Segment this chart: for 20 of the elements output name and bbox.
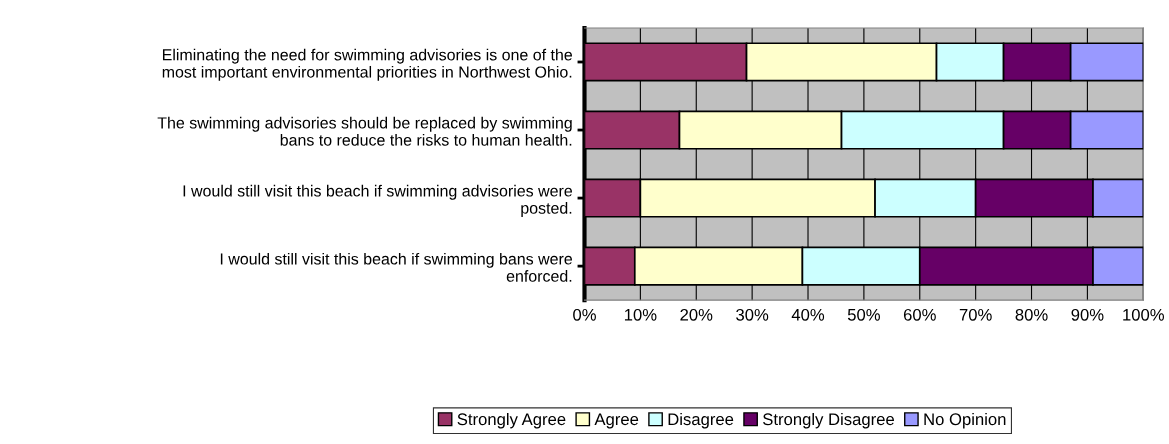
y-tick-label: I would still visit this beach if swimming advisories were posted. [183, 184, 572, 217]
x-tick-label: 50% [847, 308, 880, 321]
x-tick-label: 100% [1123, 308, 1164, 321]
x-tick-label: 30% [736, 308, 769, 321]
y-tick-label: Eliminating the need for swimming advisories is one of the most important environmental priorities in Northwest Ohio. [162, 48, 573, 81]
y-tick-label: I would still visit this beach if swimming bans were enforced. [220, 252, 572, 282]
legend-label: No Opinion [924, 412, 1006, 429]
x-tick-label: 90% [1071, 308, 1104, 321]
x-tick-label: 40% [791, 308, 825, 321]
legend-label: Agree [594, 413, 639, 429]
legend-label: Strongly Disagree [763, 412, 894, 429]
x-tick-label: 70% [959, 308, 992, 321]
x-tick-label: 0% [573, 308, 596, 321]
y-tick-label: The swimming advisories should be replaced by swimming bans to reduce the risks to human health. [157, 116, 572, 146]
x-tick-label: 60% [903, 308, 936, 321]
x-tick-label: 80% [1015, 308, 1048, 321]
legend-label: Strongly Agree [457, 412, 566, 429]
x-tick-label: 20% [680, 308, 713, 321]
legend-label: Disagree [668, 412, 734, 429]
x-tick-label: 10% [624, 308, 657, 321]
